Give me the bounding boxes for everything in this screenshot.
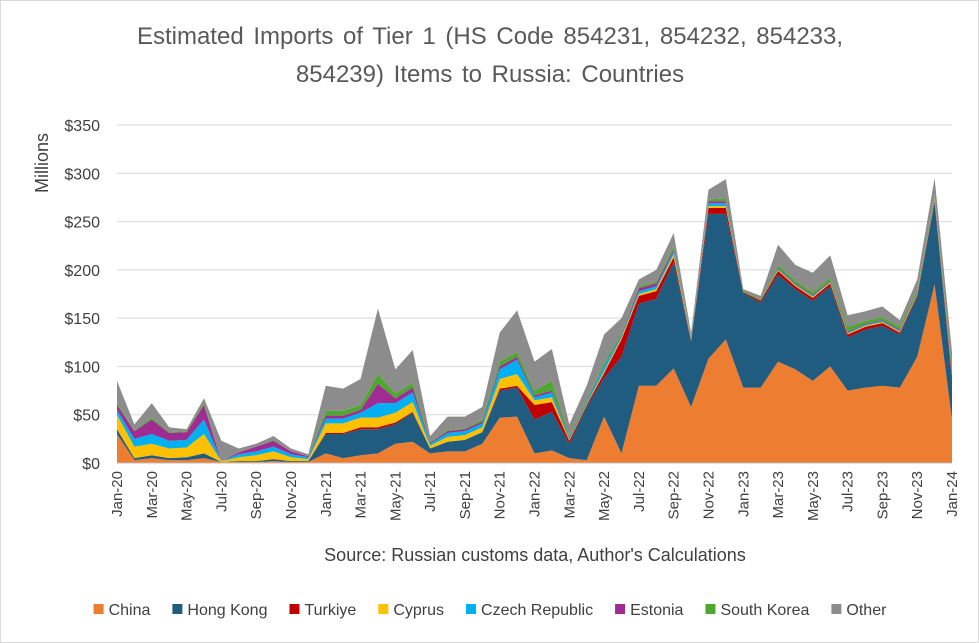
x-tick-label: Jan-20 bbox=[109, 471, 126, 517]
x-tick-label: Nov-21 bbox=[492, 471, 509, 519]
x-tick-label: May-21 bbox=[387, 471, 404, 521]
legend-label: Turkiye bbox=[304, 602, 356, 619]
x-axis-title: Source: Russian customs data, Author's C… bbox=[324, 545, 746, 565]
legend-swatch bbox=[289, 604, 300, 614]
x-tick-label: Jan-21 bbox=[318, 471, 335, 517]
x-tick-label: Sep-20 bbox=[248, 471, 265, 519]
area bbox=[117, 202, 952, 463]
area bbox=[117, 198, 952, 462]
x-tick-label: Sep-22 bbox=[666, 471, 683, 519]
y-tick-label: $300 bbox=[64, 166, 100, 183]
x-tick-label: Nov-20 bbox=[283, 471, 300, 519]
x-tick-label: Nov-22 bbox=[700, 471, 717, 519]
x-tick-label: Jan-22 bbox=[527, 471, 544, 517]
legend-swatch bbox=[172, 604, 183, 614]
legend-swatch bbox=[93, 604, 104, 614]
y-tick-label: $200 bbox=[64, 263, 100, 280]
x-tick-label: Mar-21 bbox=[353, 471, 370, 519]
legend-label: Hong Kong bbox=[187, 602, 267, 619]
y-tick-label: $250 bbox=[64, 215, 100, 232]
x-tick-label: Sep-21 bbox=[457, 471, 474, 519]
legend-label: Cyprus bbox=[393, 602, 444, 619]
x-tick-label: Jul-22 bbox=[631, 471, 648, 512]
x-tick-label: May-22 bbox=[596, 471, 613, 521]
x-tick-label: May-23 bbox=[805, 471, 822, 521]
legend-label: Czech Republic bbox=[481, 602, 593, 619]
chart-title: Estimated Imports of Tier 1 (HS Code 854… bbox=[136, 23, 844, 88]
x-tick-label: Jul-20 bbox=[213, 471, 230, 512]
y-tick-label: $0 bbox=[82, 456, 100, 473]
x-tick-label: Mar-20 bbox=[144, 471, 161, 519]
y-tick-label: $50 bbox=[73, 408, 100, 425]
y-tick-label: $100 bbox=[64, 359, 100, 376]
x-tick-label: Jul-23 bbox=[840, 471, 857, 512]
legend-swatch bbox=[831, 604, 842, 614]
x-tick-label: May-20 bbox=[179, 471, 196, 521]
legend-swatch bbox=[705, 604, 716, 614]
y-tick-label: $150 bbox=[64, 311, 100, 328]
x-tick-label: Mar-23 bbox=[770, 471, 787, 519]
legend-label: China bbox=[109, 602, 151, 619]
area bbox=[117, 284, 952, 463]
legend: China Hong Kong Turkiye Cyprus Czech Republi… bbox=[93, 602, 887, 619]
legend-label: Estonia bbox=[630, 602, 683, 619]
legend-label: Other bbox=[846, 602, 887, 619]
legend-swatch bbox=[615, 604, 626, 614]
x-tick-label: Sep-23 bbox=[874, 471, 891, 519]
x-tick-label: Mar-22 bbox=[561, 471, 578, 519]
area bbox=[117, 178, 952, 462]
area bbox=[117, 200, 952, 463]
legend-label: South Korea bbox=[720, 602, 809, 619]
y-axis-title: Millions bbox=[32, 133, 52, 193]
x-tick-label: Jul-21 bbox=[422, 471, 439, 512]
y-tick-label: $350 bbox=[64, 118, 100, 135]
x-tick-label: Nov-23 bbox=[909, 471, 926, 519]
legend-swatch bbox=[378, 604, 389, 614]
x-tick-label: Jan-23 bbox=[735, 471, 752, 517]
legend-swatch bbox=[466, 604, 477, 614]
x-tick-label: Jan-24 bbox=[944, 471, 961, 517]
